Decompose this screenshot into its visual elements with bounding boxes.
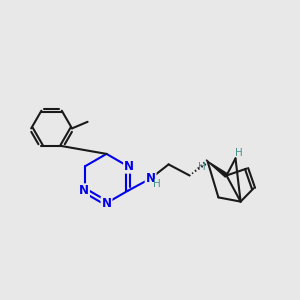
Text: N: N	[101, 197, 112, 210]
Text: N: N	[146, 172, 156, 185]
Text: N: N	[79, 184, 89, 197]
Text: H: H	[198, 162, 206, 172]
Text: H: H	[235, 148, 243, 158]
Text: N: N	[124, 160, 134, 173]
Polygon shape	[208, 161, 228, 177]
Text: H: H	[153, 179, 161, 189]
